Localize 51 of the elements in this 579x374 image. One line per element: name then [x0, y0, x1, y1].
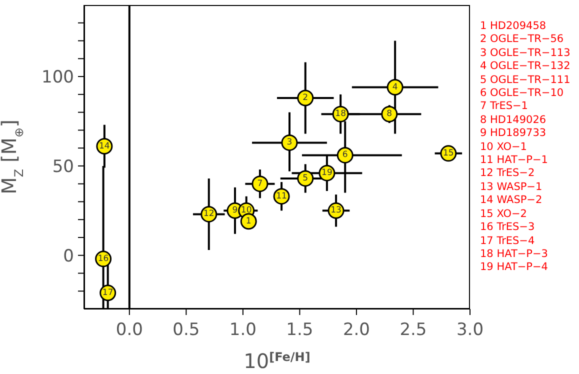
- series-label: 16: [98, 254, 109, 264]
- text: 2 OGLE−TR−56: [480, 33, 565, 47]
- x-tick-label: 1.0: [229, 320, 256, 340]
- series-label: 5: [302, 173, 308, 184]
- text: 18 HAT−P−3: [480, 248, 549, 262]
- x-tick-label: 0.0: [116, 320, 143, 340]
- series-label: 15: [443, 148, 454, 158]
- x-tick-label: 1.5: [286, 320, 314, 340]
- series-label: 11: [276, 191, 287, 202]
- y-tick-label: 100: [42, 68, 74, 88]
- text: 10 XO−1: [480, 140, 528, 154]
- series-label: 10: [240, 206, 252, 216]
- series-label: 2: [302, 92, 308, 103]
- text: 14 WASP−2: [480, 194, 544, 208]
- text: 15 XO−2: [480, 208, 528, 222]
- text: 3 OGLE−TR−113: [480, 46, 570, 60]
- series-label: 14: [99, 141, 110, 152]
- x-axis-title: 10$^{[Fe/H]}$: [244, 349, 310, 373]
- series-label: 9: [232, 206, 238, 216]
- text: 12 TrES−2: [480, 167, 536, 181]
- text: 5 OGLE−TR−111: [480, 74, 570, 88]
- y-tick-label: 0: [63, 246, 74, 266]
- text: 17 TrES−4: [480, 234, 536, 248]
- y-tick-label: 50: [52, 156, 74, 177]
- text: 1 HD209458: [480, 20, 548, 34]
- series-label: 12: [203, 209, 214, 220]
- series-label: 6: [342, 150, 348, 160]
- series-label: 8: [386, 109, 392, 120]
- text: 4 OGLE−TR−132: [480, 60, 570, 74]
- series-label: 13: [330, 206, 342, 216]
- text: 13 WASP−1: [480, 180, 544, 194]
- text: 8 HD149026: [480, 114, 548, 128]
- text: 19 HAT−P−4: [480, 261, 549, 275]
- x-tick-label: 0.5: [172, 320, 200, 340]
- point: [240, 213, 257, 230]
- series-label: 18: [335, 109, 346, 120]
- x-tick-label: 3.0: [456, 320, 484, 340]
- text: 9 HD189733: [480, 127, 548, 141]
- x-tick-label: 2.5: [400, 320, 427, 340]
- text: 11 HAT−P−1: [480, 154, 549, 168]
- series-label: 3: [286, 138, 292, 148]
- point: [252, 176, 268, 192]
- series-label: 17: [102, 288, 114, 298]
- text: 7 TrES−1: [480, 100, 529, 114]
- text: 6 OGLE−TR−10: [480, 87, 565, 100]
- series-label: 4: [392, 82, 398, 92]
- series-label: 19: [322, 168, 332, 178]
- text: 16 TrES−3: [480, 221, 536, 234]
- series-label: 7: [257, 178, 263, 189]
- series-label: 1: [246, 216, 252, 226]
- x-tick-label: 2.0: [342, 320, 370, 340]
